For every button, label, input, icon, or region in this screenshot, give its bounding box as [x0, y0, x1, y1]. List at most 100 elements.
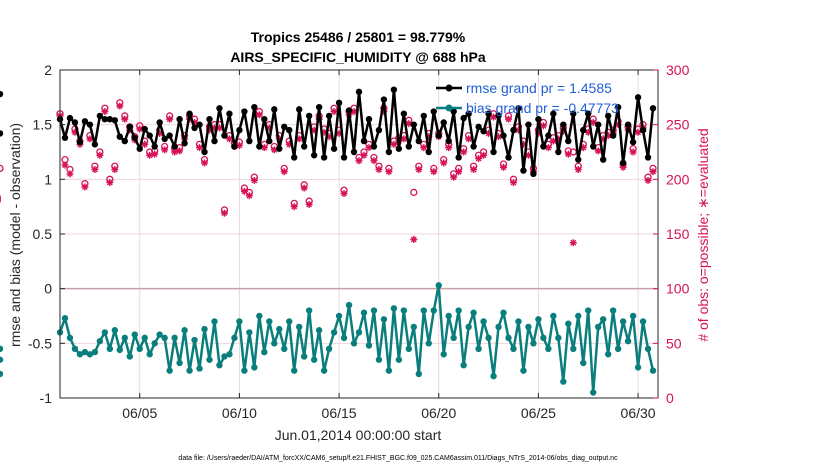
rmse-point — [550, 110, 557, 117]
rmse-point — [176, 116, 183, 123]
obs-evaluated-point — [475, 155, 483, 163]
bias-point — [530, 340, 537, 347]
bias-point — [151, 340, 158, 347]
plot-area — [0, 69, 659, 399]
rmse-point — [76, 138, 84, 146]
bias-point — [236, 318, 243, 325]
bias-point — [649, 367, 657, 374]
obs-evaluated-point — [505, 115, 512, 123]
rmse-point — [500, 132, 507, 139]
legend: rmse grand pr = 1.4585 bias grand pr = -… — [436, 80, 619, 116]
bias-point — [196, 365, 203, 372]
y-left-tick-label: 1.5 — [33, 117, 53, 133]
obs-evaluated-point — [569, 239, 577, 247]
obs-evaluated-point — [270, 146, 278, 154]
bias-point — [385, 367, 393, 374]
bias-point — [340, 334, 348, 342]
rmse-point — [266, 137, 273, 145]
rmse-line — [58, 88, 655, 176]
rmse-point — [66, 114, 74, 122]
bias-point — [480, 318, 487, 325]
obs-evaluated-point — [240, 187, 248, 195]
rmse-point — [171, 143, 178, 150]
rmse-point — [460, 114, 467, 122]
rmse-point — [196, 121, 203, 128]
obs-evaluated-point — [574, 165, 582, 173]
bias-point — [485, 334, 492, 342]
rmse-point — [340, 154, 348, 161]
bias-point — [186, 367, 193, 374]
obs-evaluated-point — [116, 102, 124, 110]
bias-point — [201, 325, 208, 333]
rmse-point — [310, 152, 318, 159]
bias-point — [609, 307, 617, 314]
obs-evaluated-point — [61, 161, 69, 169]
bias-point — [555, 334, 562, 342]
x-axis-label: Jun.01,2014 00:00:00 start — [275, 427, 442, 443]
bias-point — [614, 345, 622, 352]
rmse-point — [555, 148, 562, 156]
x-tick-label: 06/30 — [621, 405, 656, 421]
bias-point — [106, 345, 114, 352]
rmse-point — [385, 148, 393, 156]
rmse-point — [639, 126, 647, 134]
obs-evaluated-point — [509, 179, 517, 187]
bias-point — [490, 372, 497, 380]
rmse-point — [375, 126, 383, 134]
y-right-tick-label: 0 — [666, 390, 674, 406]
x-tick-label: 06/10 — [222, 405, 257, 421]
obs-evaluated-point — [634, 128, 642, 136]
data-file-footnote: data file: /Users/raeder/DAI/ATM_forcXX/… — [178, 455, 618, 462]
bias-point — [320, 367, 328, 374]
x-tick-label: 06/20 — [421, 405, 456, 421]
rmse-point — [186, 110, 193, 117]
rmse-point — [126, 123, 133, 131]
bias-point — [335, 312, 343, 320]
rmse-point — [570, 110, 577, 117]
y-left-tick-label: -1 — [40, 390, 53, 406]
bias-point — [136, 345, 143, 352]
x-tick-label: 06/15 — [322, 405, 357, 421]
rmse-point — [415, 137, 422, 145]
rmse-point — [390, 86, 398, 93]
rmse-point — [335, 99, 343, 107]
obs-evaluated-point — [390, 140, 398, 148]
rmse-point — [231, 143, 238, 150]
rmse-point — [166, 132, 173, 139]
bias-point — [216, 362, 223, 369]
rmse-point — [370, 143, 378, 150]
rmse-point — [226, 110, 233, 117]
rmse-point — [425, 148, 432, 156]
bias-point — [166, 367, 173, 374]
bias-point — [535, 316, 542, 323]
obs-possible-point — [0, 164, 4, 173]
rmse-point — [0, 130, 4, 137]
rmse-point — [445, 137, 452, 145]
rmse-point — [400, 110, 408, 117]
rmse-point — [271, 106, 278, 113]
bias-point — [325, 345, 333, 352]
rmse-point — [435, 132, 442, 139]
y-right-tick-label: 100 — [666, 281, 690, 297]
bias-point — [380, 316, 388, 323]
bias-point — [495, 323, 502, 331]
bias-point — [405, 345, 413, 352]
bias-point — [435, 282, 442, 289]
y-right-tick-label: 200 — [666, 171, 690, 187]
y-axis-right-label: # of obs: o=possible; ∗=evaluated — [695, 128, 711, 341]
rmse-point — [609, 132, 617, 139]
rmse-point — [121, 137, 128, 145]
bias-point — [420, 307, 427, 314]
rmse-series — [0, 86, 657, 178]
bias-point — [525, 323, 532, 331]
rmse-point — [216, 105, 223, 112]
legend-bias-marker — [445, 104, 453, 112]
obs-evaluated-point — [629, 148, 637, 156]
bias-point — [560, 378, 567, 385]
rmse-point — [161, 135, 168, 143]
rmse-point — [236, 126, 243, 134]
rmse-point — [545, 132, 552, 139]
bias-point — [221, 353, 228, 360]
rmse-point — [604, 112, 612, 120]
